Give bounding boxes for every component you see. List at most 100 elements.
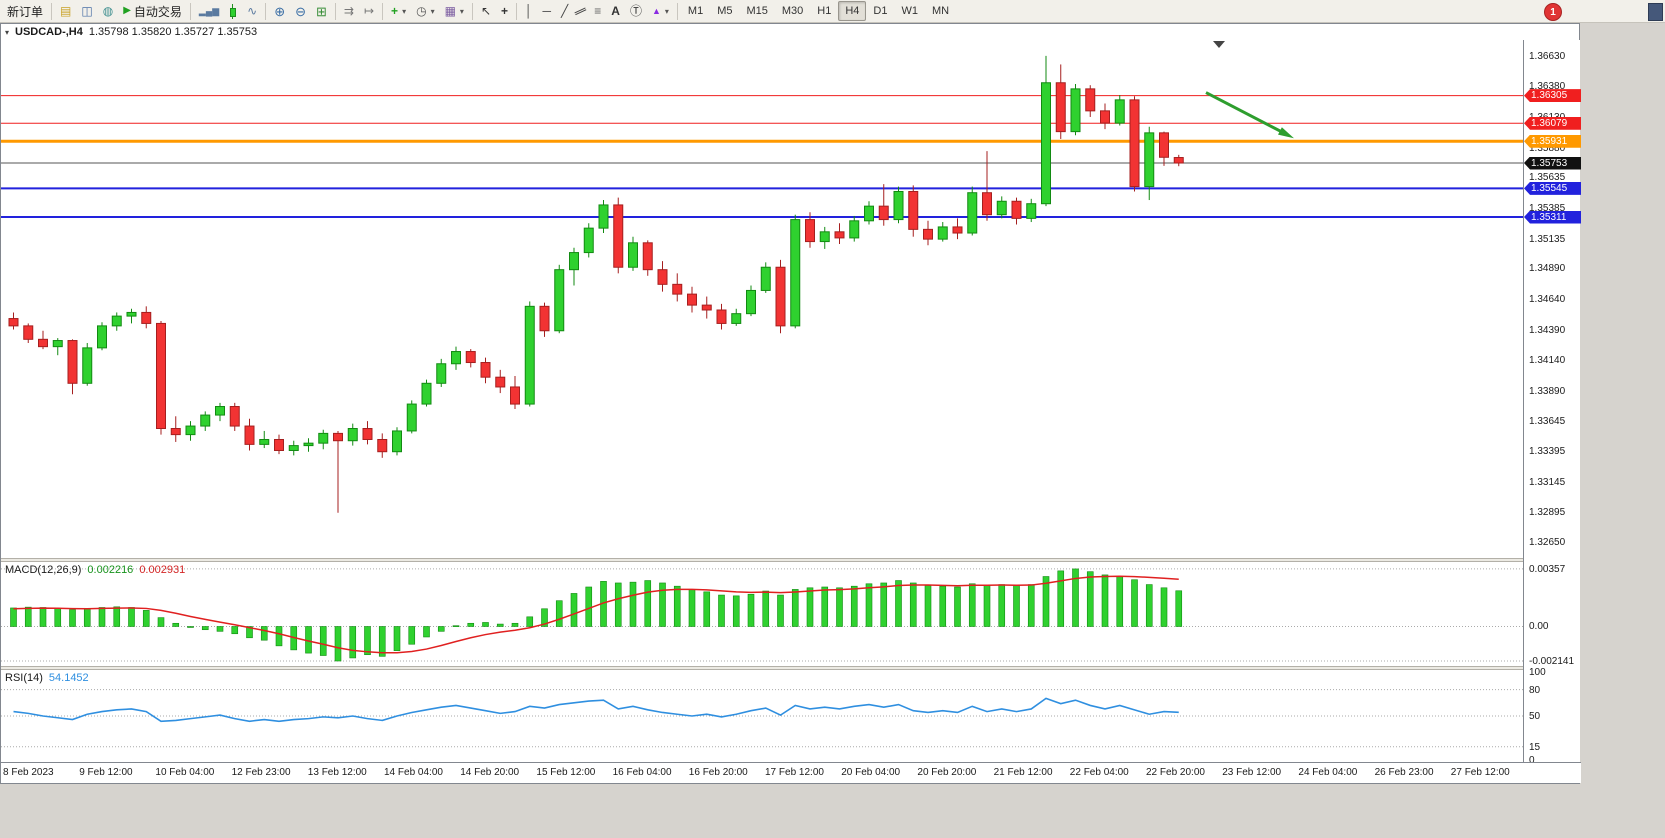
pane-splitter-1[interactable]: [1, 558, 1579, 562]
chart-window[interactable]: ▾ USDCAD-,H4 1.35798 1.35820 1.35727 1.3…: [0, 23, 1581, 784]
time-axis-label: 26 Feb 23:00: [1374, 767, 1434, 778]
chart-shift-button[interactable]: ↦: [359, 1, 379, 21]
time-axis[interactable]: 8 Feb 2023 9 Feb 12:00 10 Feb 04:00 12 Feb …: [1, 762, 1581, 783]
timeframe-button-H4[interactable]: H4: [838, 1, 867, 21]
time-axis-label: 27 Feb 12:00: [1450, 767, 1510, 778]
line-chart-button[interactable]: ∿: [242, 1, 262, 21]
rsi-axis-tick: 50: [1529, 711, 1541, 722]
timeframe-button-M15[interactable]: M15: [739, 1, 774, 21]
auto-scroll-icon: ⇉: [343, 4, 354, 18]
toolbar-separator: [471, 2, 473, 20]
crosshair-icon: +: [501, 4, 509, 18]
bar-chart-button[interactable]: ▂▄▆: [194, 1, 224, 21]
notification-badge[interactable]: 1: [1544, 3, 1562, 21]
price-axis-tick: 1.33395: [1529, 446, 1566, 458]
macd-pane[interactable]: MACD(12,26,9) 0.002216 0.002931: [1, 562, 1523, 666]
zoom-in-button[interactable]: ⊕: [269, 1, 290, 21]
macd-signal-value: 0.002931: [139, 564, 186, 576]
price-line-label: 1.36305: [1524, 89, 1581, 103]
text-tool-button[interactable]: A: [606, 1, 625, 21]
time-axis-label: 23 Feb 12:00: [1222, 767, 1282, 778]
navigator-button[interactable]: ◍: [98, 1, 118, 21]
vertical-line-button[interactable]: │: [520, 1, 538, 21]
templates-button[interactable]: ▦ ▾: [440, 1, 469, 21]
rsi-pane[interactable]: RSI(14) 54.1452: [1, 670, 1523, 762]
autotrading-label: 自动交易: [133, 4, 182, 19]
toolbar-separator: [382, 2, 384, 20]
time-axis-label: 20 Feb 04:00: [841, 767, 901, 778]
toolbar-separator: [51, 2, 53, 20]
rsi-axis-tick: 15: [1529, 741, 1541, 753]
candlestick-chart-button[interactable]: [224, 1, 242, 21]
rsi-value: 54.1452: [48, 672, 89, 684]
zoom-out-button[interactable]: ⊖: [290, 1, 311, 21]
price-axis-tick: 1.34890: [1529, 263, 1566, 275]
price-axis-tick: 1.33645: [1529, 415, 1566, 427]
rsi-axis-tick: 100: [1529, 667, 1546, 678]
price-axis-tick: 1.34390: [1529, 324, 1566, 336]
time-axis-label: 14 Feb 04:00: [384, 767, 443, 778]
cursor-icon: ↖: [480, 4, 491, 18]
new-chart-plus-icon: +: [391, 4, 399, 18]
price-axis-tick: 1.36630: [1529, 50, 1566, 62]
timeframe-button-H1[interactable]: H1: [810, 1, 838, 21]
navigator-icon: ◍: [102, 4, 114, 18]
new-order-button[interactable]: 新订单: [2, 1, 48, 21]
time-axis-label: 20 Feb 20:00: [917, 767, 977, 778]
horizontal-line-icon: ─: [542, 4, 552, 18]
timeframe-button-W1[interactable]: W1: [894, 1, 925, 21]
chevron-down-icon: ▾: [664, 6, 669, 16]
timeframe-button-D1[interactable]: D1: [866, 1, 894, 21]
chart-dropdown-icon[interactable]: ▾: [5, 27, 10, 37]
bar-chart-icon: ▂▄▆: [198, 5, 220, 16]
price-axis[interactable]: 1.366301.363801.361301.358801.356351.353…: [1523, 40, 1581, 766]
toolbar-separator: [676, 2, 678, 20]
data-window-button[interactable]: ◫: [76, 1, 97, 21]
zoom-out-icon: ⊖: [295, 3, 307, 19]
text-icon: A: [611, 4, 620, 18]
rsi-axis-tick: 0: [1529, 755, 1535, 766]
arrows-tool-button[interactable]: ▲ ▾: [647, 1, 674, 21]
chevron-down-icon: ▾: [430, 6, 435, 16]
timeframe-button-M1[interactable]: M1: [681, 1, 710, 21]
new-chart-button[interactable]: + ▾: [386, 1, 411, 21]
toolbar-separator: [516, 2, 518, 20]
price-line-label: 1.35753: [1524, 156, 1581, 170]
toolbar-separator: [265, 2, 267, 20]
chevron-down-icon: ▾: [459, 6, 464, 16]
main-toolbar: 新订单 ▤ ◫ ◍ ▶ 自动交易 ▂▄▆ ∿ ⊕ ⊖: [0, 0, 1665, 23]
timeframe-button-M5[interactable]: M5: [710, 1, 739, 21]
market-watch-button[interactable]: ▤: [55, 1, 76, 21]
tile-windows-button[interactable]: ⊞: [311, 1, 332, 21]
auto-scroll-button[interactable]: ⇉: [339, 1, 359, 21]
horizontal-line-button[interactable]: ─: [538, 1, 557, 21]
timeframe-button-MN[interactable]: MN: [925, 1, 956, 21]
price-pane[interactable]: [1, 40, 1523, 558]
macd-main-value: 0.002216: [87, 564, 134, 576]
price-line-label: 1.35931: [1524, 134, 1581, 148]
tile-windows-icon: ⊞: [316, 3, 327, 19]
timeframe-button-M30[interactable]: M30: [775, 1, 810, 21]
fibonacci-button[interactable]: ≡: [589, 1, 606, 21]
price-axis-tick: 1.33145: [1529, 476, 1566, 488]
periods-button[interactable]: ◷ ▾: [411, 1, 440, 21]
autotrading-button[interactable]: ▶ 自动交易: [118, 1, 187, 21]
candlestick-chart-icon: [229, 3, 237, 19]
chart-symbol-label: USDCAD-,H4: [15, 26, 83, 38]
line-chart-icon: ∿: [247, 4, 258, 18]
template-icon: ▦: [444, 4, 456, 18]
channel-button[interactable]: ∥: [573, 1, 589, 21]
label-tool-button[interactable]: Ⓣ: [625, 1, 647, 21]
time-axis-label: 16 Feb 20:00: [688, 767, 748, 778]
price-line-label: 1.35545: [1524, 181, 1581, 195]
price-axis-tick: 1.35635: [1529, 172, 1566, 184]
trendline-button[interactable]: ╱: [556, 1, 573, 21]
menu-icon[interactable]: [1648, 3, 1663, 21]
cursor-button[interactable]: ↖: [476, 1, 496, 21]
price-axis-tick: 1.35880: [1529, 142, 1566, 154]
crosshair-button[interactable]: +: [496, 1, 513, 21]
pane-splitter-2[interactable]: [1, 666, 1579, 670]
price-axis-tick: 1.34640: [1529, 294, 1566, 305]
time-axis-label: 22 Feb 04:00: [1069, 767, 1129, 778]
